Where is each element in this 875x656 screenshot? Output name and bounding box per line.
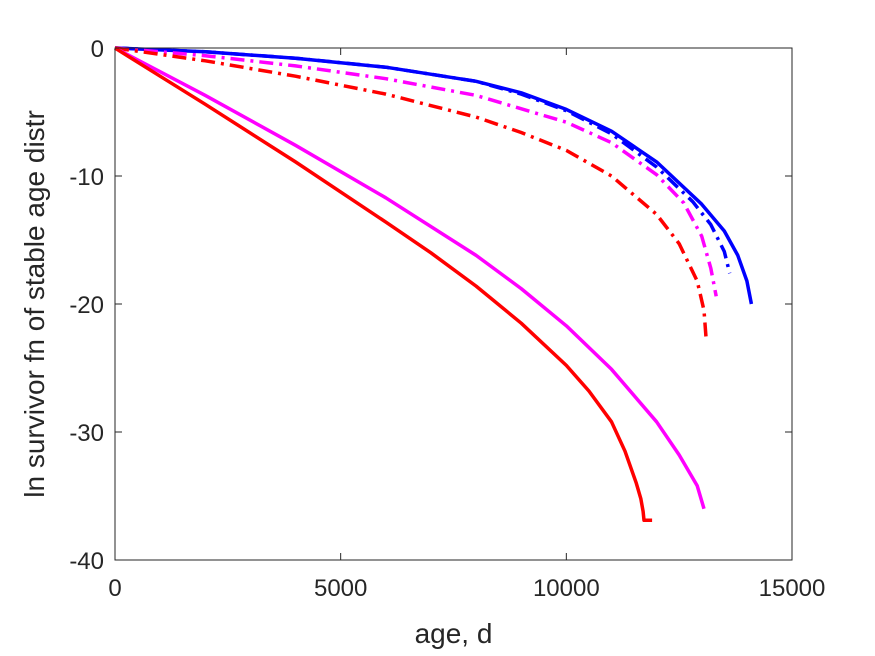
y-tick-label: -20 xyxy=(69,292,104,319)
series-line-4 xyxy=(114,46,708,340)
x-tick-label: 10000 xyxy=(533,575,600,602)
y-tick-label: 0 xyxy=(91,36,104,63)
series-line-2 xyxy=(114,46,732,274)
y-axis-label: ln survivor fn of stable age distr xyxy=(19,110,50,498)
y-tick-label: -30 xyxy=(69,420,104,447)
series-line-3 xyxy=(114,46,718,297)
x-tick-label: 5000 xyxy=(314,575,367,602)
series-line-6 xyxy=(114,46,653,523)
series-layer xyxy=(114,46,754,523)
x-tick-label: 15000 xyxy=(759,575,826,602)
x-axis-label: age, d xyxy=(415,618,493,649)
tick-layer: 0 5000 10000 15000 0 -10 -20 -30 -40 xyxy=(69,36,825,602)
plot-area-frame xyxy=(114,47,793,561)
series-line-5 xyxy=(114,46,706,510)
x-tick-label: 0 xyxy=(108,575,121,602)
y-tick-label: -10 xyxy=(69,164,104,191)
y-tick-label: -40 xyxy=(69,548,104,575)
